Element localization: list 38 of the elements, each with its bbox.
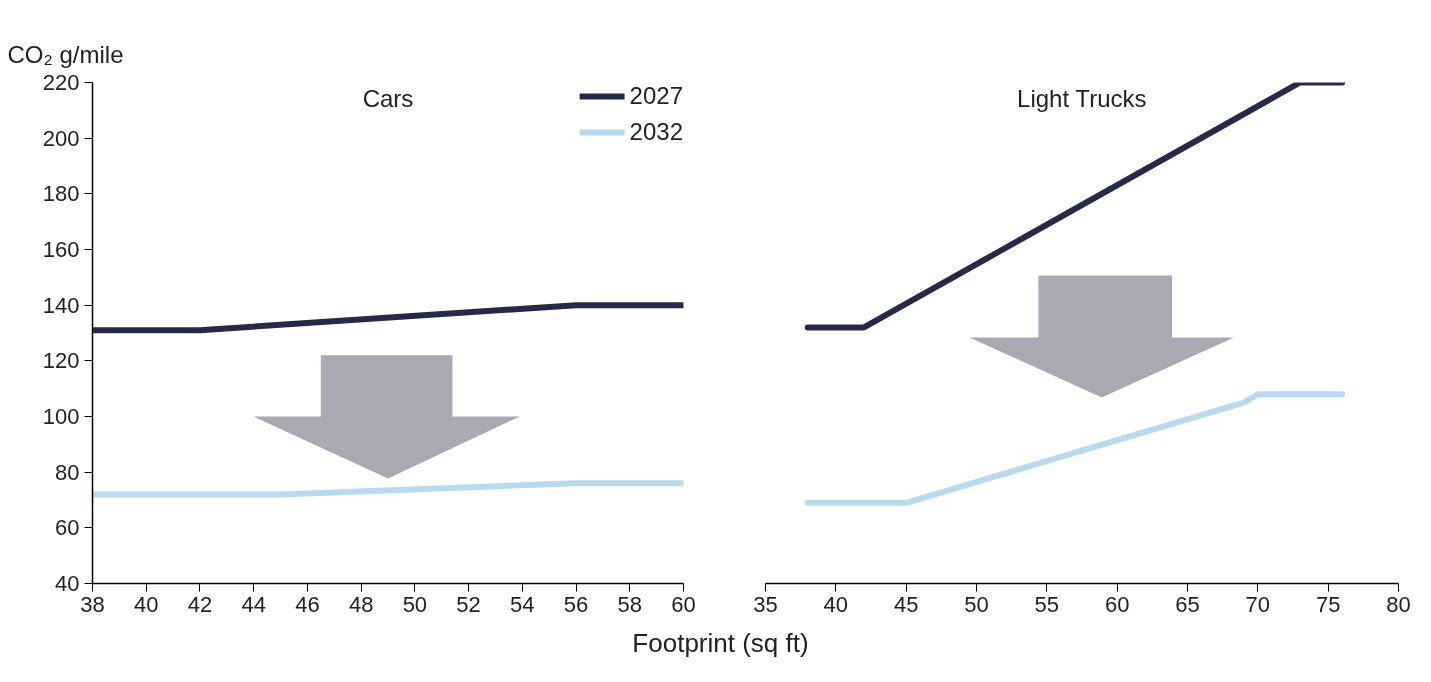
x-axis-title: Footprint (sq ft) — [632, 627, 809, 660]
x-tick-label: 58 — [617, 591, 643, 617]
x-tick-label: 48 — [348, 591, 374, 617]
x-tick-label: 42 — [187, 591, 213, 617]
x-tick-label: 45 — [893, 591, 919, 617]
x-tick-label: 44 — [241, 591, 266, 617]
x-tick-label: 35 — [753, 591, 778, 617]
y-tick-label: 180 — [42, 181, 80, 207]
x-tick-label: 80 — [1386, 591, 1411, 617]
y-tick-label: 60 — [55, 515, 80, 541]
legend-label: 2027 — [629, 82, 683, 110]
x-tick-label: 50 — [402, 591, 428, 617]
x-tick-label: 50 — [964, 591, 989, 617]
x-tick-label: 75 — [1315, 591, 1341, 617]
chart-title: Light Trucks — [1017, 84, 1147, 112]
legend-label: 2032 — [629, 118, 683, 146]
y-tick-label: 200 — [42, 125, 80, 151]
chart-title: Cars — [362, 84, 414, 112]
x-tick-label: 55 — [1034, 591, 1060, 617]
y-tick-label: 40 — [55, 571, 80, 596]
x-tick-label: 60 — [671, 591, 696, 617]
x-tick-label: 46 — [295, 591, 320, 617]
x-tick-label: 56 — [563, 591, 589, 617]
y-tick-label: 160 — [42, 237, 80, 262]
x-tick-label: 40 — [823, 591, 849, 617]
y-tick-label: 120 — [42, 348, 80, 374]
y-tick-label: 80 — [55, 459, 80, 485]
x-tick-label: 54 — [510, 591, 535, 617]
x-tick-label: 38 — [80, 591, 105, 617]
y-tick-label: 140 — [42, 292, 80, 318]
x-tick-label: 52 — [456, 591, 481, 617]
x-tick-label: 70 — [1245, 591, 1271, 617]
y-tick-label: 220 — [42, 70, 80, 95]
x-tick-label: 40 — [133, 591, 159, 617]
x-tick-label: 60 — [1104, 591, 1130, 617]
y-axis-title: CO₂ g/mile — [7, 40, 124, 68]
y-tick-label: 100 — [42, 404, 80, 429]
x-tick-label: 65 — [1175, 591, 1200, 617]
